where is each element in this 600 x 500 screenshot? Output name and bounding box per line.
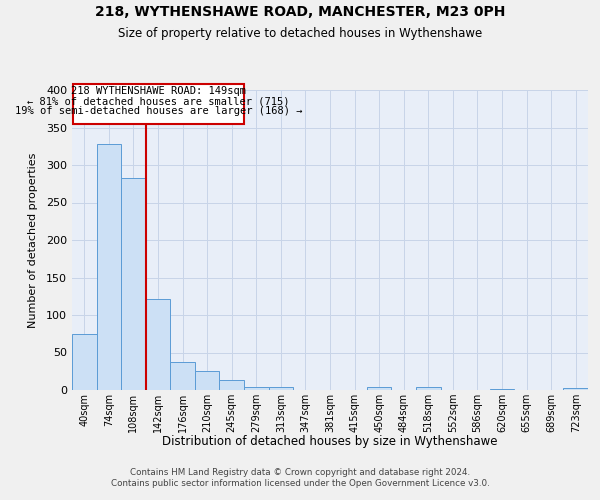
Bar [244,387,269,390]
Bar [195,371,220,390]
Bar [220,380,244,390]
Bar [170,362,195,390]
Text: 19% of semi-detached houses are larger (168) →: 19% of semi-detached houses are larger (… [15,106,302,116]
Bar [72,334,97,390]
Bar [269,387,293,390]
Bar [490,388,514,390]
Bar [121,178,146,390]
Text: Size of property relative to detached houses in Wythenshawe: Size of property relative to detached ho… [118,28,482,40]
Text: ← 81% of detached houses are smaller (715): ← 81% of detached houses are smaller (71… [28,96,290,106]
Bar [416,387,440,390]
Text: Distribution of detached houses by size in Wythenshawe: Distribution of detached houses by size … [162,435,498,448]
FancyBboxPatch shape [73,84,244,124]
Y-axis label: Number of detached properties: Number of detached properties [28,152,38,328]
Bar [367,387,391,390]
Text: 218 WYTHENSHAWE ROAD: 149sqm: 218 WYTHENSHAWE ROAD: 149sqm [71,86,246,97]
Bar [563,388,588,390]
Text: Contains HM Land Registry data © Crown copyright and database right 2024.
Contai: Contains HM Land Registry data © Crown c… [110,468,490,487]
Text: 218, WYTHENSHAWE ROAD, MANCHESTER, M23 0PH: 218, WYTHENSHAWE ROAD, MANCHESTER, M23 0… [95,5,505,19]
Bar [97,144,121,390]
Bar [146,298,170,390]
